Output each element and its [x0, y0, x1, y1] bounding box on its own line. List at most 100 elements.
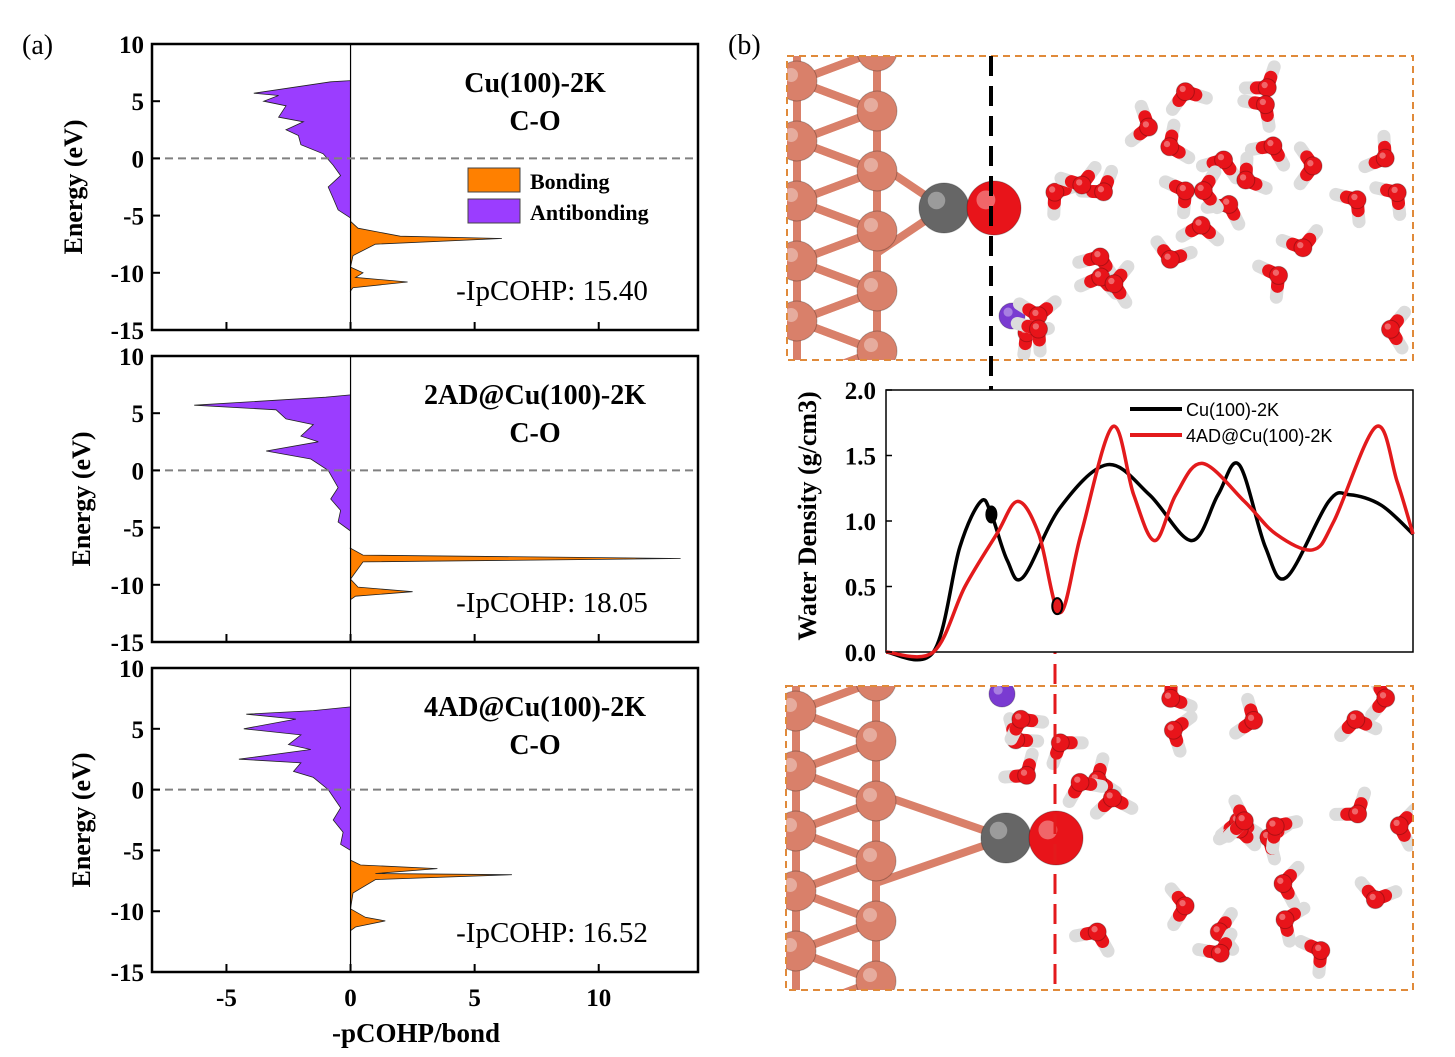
atom-highlight [787, 188, 798, 202]
atom-highlight [989, 821, 1008, 840]
panel-title: Cu(100)-2K [464, 68, 606, 99]
copper-atom [855, 960, 897, 990]
atom-highlight [1277, 877, 1284, 884]
water-molecule [1380, 305, 1411, 355]
atom-highlight [1297, 241, 1304, 249]
oxygen-atom [1346, 710, 1366, 730]
water-molecule [1237, 94, 1276, 133]
atom-highlight [1003, 307, 1013, 317]
water-molecule [1265, 815, 1304, 855]
atom-highlight [927, 191, 946, 210]
water-molecule [1010, 316, 1049, 358]
water-molecule [1124, 99, 1159, 148]
copper-atom [786, 930, 817, 972]
atom-highlight [1048, 186, 1056, 193]
bonding-area [350, 859, 512, 932]
density-line-series-2 [885, 424, 1415, 659]
oxygen-atom [1311, 941, 1331, 961]
atom-highlight [1349, 713, 1357, 720]
atom-highlight [863, 1028, 877, 1042]
y-tick-label: -10 [111, 899, 144, 926]
water-molecule [1062, 772, 1109, 808]
atom-highlight [1223, 198, 1230, 205]
oxygen-atom [1102, 788, 1122, 808]
antibonding-area [194, 394, 351, 532]
copper-atom [787, 240, 818, 282]
oxygen-atom [1160, 137, 1180, 157]
water-molecule [1104, 260, 1135, 309]
y-tick-label: 2.0 [845, 378, 876, 405]
oxygen-atom [1072, 175, 1092, 195]
atom-highlight [1261, 81, 1268, 89]
atom-highlight [863, 728, 877, 742]
water-molecule [1294, 935, 1331, 979]
snapshot-frame [785, 685, 1414, 991]
atom-highlight [863, 968, 877, 982]
copper-atom [786, 810, 817, 852]
panel-title: 4AD@Cu(100)-2K [424, 692, 646, 723]
y-tick-label: 5 [132, 401, 145, 428]
y-tick-label: 0.5 [845, 575, 876, 602]
atom-highlight [863, 668, 877, 682]
oxygen-atom [1160, 249, 1180, 269]
water-molecule [1089, 788, 1139, 820]
atom-highlight [1179, 184, 1186, 192]
y-tick-label: -5 [123, 204, 144, 231]
oxygen-atom [1257, 78, 1277, 98]
molecular-snapshots [785, 38, 1414, 1042]
copper-atom [855, 720, 897, 762]
copper-atom [856, 270, 898, 312]
water-molecule [1236, 151, 1273, 195]
atom-highlight [1038, 820, 1058, 840]
atom-highlight [1247, 714, 1255, 721]
atom-highlight [864, 38, 878, 52]
atom-highlight [1279, 913, 1286, 921]
water-molecule [1158, 175, 1195, 220]
panel-title: 2AD@Cu(100)-2K [424, 380, 646, 411]
atom-highlight [1094, 250, 1101, 258]
oxygen-atom [1303, 156, 1323, 176]
copper-atom [856, 210, 898, 252]
y-tick-label: 0 [132, 778, 145, 805]
plot-frame [150, 666, 700, 974]
water-molecule [1354, 876, 1403, 910]
y-tick-label: -15 [111, 630, 144, 657]
x-tick-label: 0 [344, 985, 357, 1012]
y-tick-label: 10 [119, 32, 144, 59]
antibonding-area [253, 80, 351, 219]
atom-highlight [1164, 692, 1172, 699]
water-molecule [1293, 141, 1323, 191]
water-molecule [1012, 295, 1062, 326]
water-molecule [1334, 710, 1383, 743]
cohp-panels: 10 5 0 -5 -10 -15 Energy (eV) Cu(100)-2K C-O -IpC… [59, 32, 700, 1048]
oxygen-atom [1269, 265, 1289, 285]
water-molecule [1054, 160, 1102, 195]
atom-highlight [1097, 186, 1105, 193]
copper-atom [787, 180, 818, 222]
atom-highlight [787, 248, 798, 262]
atom-highlight [786, 758, 797, 772]
y-tick-label: 5 [132, 89, 145, 116]
ipcohp-annotation: -IpCOHP: 15.40 [456, 275, 648, 307]
water-molecule [1273, 860, 1305, 910]
water-molecule [1222, 794, 1254, 843]
plot-frame [150, 42, 700, 332]
atom-highlight [1014, 713, 1022, 720]
atom-highlight [864, 218, 878, 232]
oxygen-atom [1161, 688, 1181, 708]
atom-highlight [1391, 186, 1398, 194]
oxygen-atom [1070, 772, 1090, 792]
oxygen-atom [1175, 896, 1195, 916]
atom-highlight [1269, 820, 1276, 827]
atom-highlight [1020, 769, 1028, 776]
y-tick-label: -10 [111, 261, 144, 288]
water-molecule [1165, 82, 1213, 116]
oxygen-atom [1163, 720, 1183, 740]
oxygen-atom [1376, 688, 1396, 708]
cu-cu-bond [796, 1011, 876, 1041]
atom-highlight [1238, 814, 1245, 822]
potassium-atom [988, 686, 1016, 708]
oxygen-atom [1104, 274, 1124, 294]
atom-highlight [786, 698, 797, 712]
y-axis-label: Energy (eV) [67, 431, 96, 566]
